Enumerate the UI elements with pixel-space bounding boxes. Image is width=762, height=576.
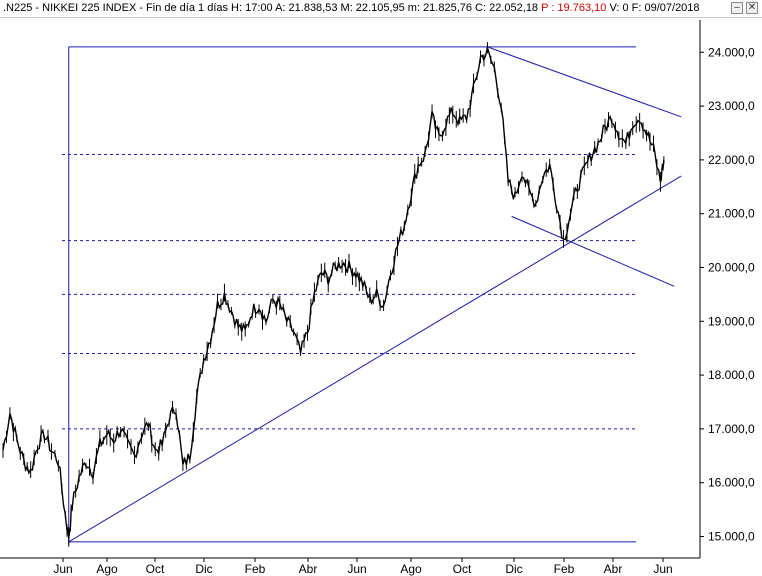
price-line [2,45,665,539]
x-tick-label: Abr [299,562,318,576]
y-tick-label: 19.000,0 [708,314,755,328]
y-tick-label: 22.000,0 [708,153,755,167]
x-tick-label: Ago [400,562,422,576]
x-axis: Jun Ago Oct Dic Feb Abr Jun Ago Oct Dic Feb Abr Jun [53,558,673,576]
x-tick-label: Oct [146,562,165,576]
y-tick-label: 15.000,0 [708,529,755,543]
chart-header-p-value: P : 19.763,10 [541,2,607,14]
y-tick-label: 16.000,0 [708,476,755,490]
y-tick-label: 20.000,0 [708,260,755,274]
y-tick-label: 24.000,0 [708,45,755,59]
x-tick-label: Dic [505,562,522,576]
minimize-button[interactable]: – [731,2,743,14]
y-tick-label: 17.000,0 [708,422,755,436]
horizontal-levels [62,46,636,543]
close-button[interactable]: ✕ [746,2,758,14]
trendline [511,215,675,287]
trendline [487,46,682,118]
x-tick-label: Jun [347,562,366,576]
x-tick-label: Jun [53,562,72,576]
chart-header-rest: V: 0 F: 09/07/2018 [609,2,700,14]
y-tick-label: 23.000,0 [708,99,755,113]
y-tick-label: 18.000,0 [708,368,755,382]
trendlines [68,46,682,545]
trendline [68,175,682,543]
price-series [2,42,665,547]
x-tick-label: Oct [453,562,472,576]
y-tick-label: 21.000,0 [708,207,755,221]
chart-header-info: .N225 - NIKKEI 225 INDEX - Fin de día 1 … [3,2,539,14]
x-tick-label: Feb [245,562,266,576]
x-tick-label: Ago [96,562,118,576]
chart-header-bar: .N225 - NIKKEI 225 INDEX - Fin de día 1 … [0,0,762,18]
x-tick-label: Abr [604,562,623,576]
x-tick-label: Feb [554,562,575,576]
x-tick-label: Jun [653,562,672,576]
x-tick-label: Dic [195,562,212,576]
y-axis: 15.000,0 16.000,0 17.000,0 18.000,0 19.000,0… [0,20,755,559]
